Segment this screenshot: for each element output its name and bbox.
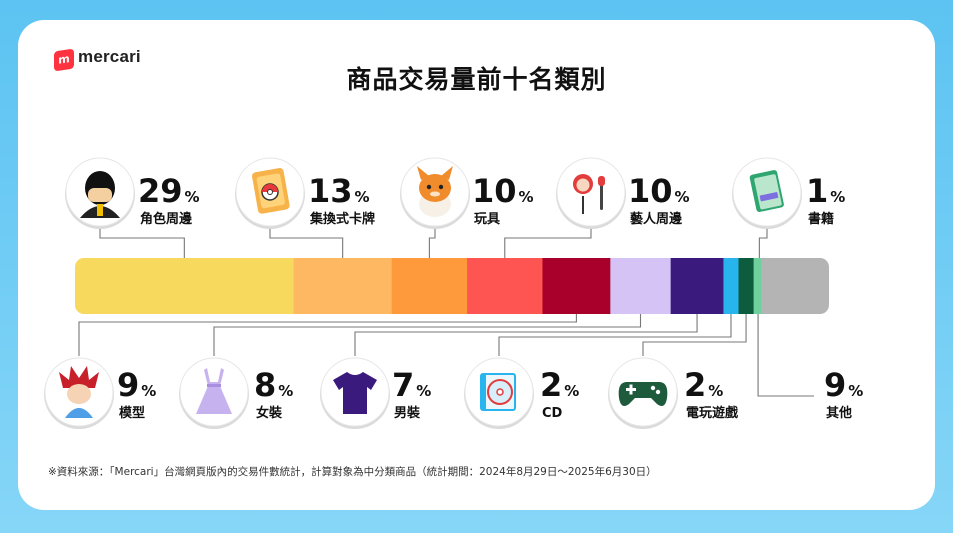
category-label-6: 女裝: [256, 405, 283, 421]
value-label-1: 29%: [138, 172, 200, 210]
value-label-7: 7%: [392, 366, 431, 404]
value-label-3: 10%: [472, 172, 534, 210]
connector-電玩遊戲: [642, 314, 747, 356]
bar-segment-6: [610, 258, 672, 314]
value-label-10: 1%: [806, 172, 845, 210]
bar-segment-9: [738, 258, 755, 314]
bar-segments: [75, 258, 829, 314]
connector-女裝: [213, 314, 642, 356]
chart-title: 商品交易量前十名類別: [346, 65, 607, 94]
category-label-10: 書籍: [808, 211, 834, 227]
value-label-9: 2%: [684, 366, 723, 404]
connector-其他: [757, 314, 814, 397]
connector-書籍: [758, 228, 768, 258]
connector-男裝: [354, 314, 698, 356]
connector-角色周邊: [99, 228, 185, 258]
model-figure-icon: [44, 357, 114, 429]
bar-segment-8: [723, 258, 740, 314]
source-footnote: ※資料來源：「Mercari」台灣網頁版內的交易件數統計，計算對象為中分類商品（…: [48, 466, 657, 478]
character-figure-icon: [65, 157, 135, 229]
bar-segment-7: [670, 258, 724, 314]
category-label-5: 模型: [119, 405, 145, 421]
category-label-4: 藝人周邊: [630, 211, 683, 227]
idol-lightstick-icon: [556, 157, 626, 229]
category-label-11: 其他: [826, 405, 852, 421]
toy-plush-icon: [400, 157, 470, 229]
category-label-3: 玩具: [474, 212, 500, 227]
mercari-logo: m mercari: [54, 47, 154, 72]
connector-CD: [498, 314, 732, 356]
bar-segment-4: [467, 258, 543, 314]
cd-disc-icon: [464, 357, 534, 429]
bar-segment-10: [753, 258, 762, 314]
value-label-2: 13%: [308, 172, 370, 210]
category-label-7: 男裝: [394, 405, 421, 421]
bar-segment-1: [75, 258, 295, 314]
book-icon: [732, 157, 802, 229]
bar-segment-5: [542, 258, 611, 314]
value-label-11: 9%: [824, 366, 863, 404]
category-label-1: 角色周邊: [140, 211, 193, 227]
value-label-4: 10%: [628, 172, 690, 210]
game-controller-icon: [608, 357, 678, 429]
bar-segment-2: [293, 258, 393, 314]
connector-集換式卡牌: [269, 228, 344, 258]
bar-segment-11: [761, 258, 829, 314]
connector-玩具: [428, 228, 436, 258]
value-label-5: 9%: [117, 366, 156, 404]
value-label-6: 8%: [254, 366, 293, 404]
category-label-9: 電玩遊戲: [686, 405, 739, 421]
trading-card-icon: [235, 157, 305, 229]
value-label-8: 2%: [540, 366, 579, 404]
category-icons: [44, 157, 802, 429]
category-label-2: 集換式卡牌: [309, 211, 375, 227]
tshirt-icon: [320, 357, 390, 429]
connector-模型: [78, 314, 577, 356]
dress-icon: [179, 357, 249, 429]
bar-segment-3: [391, 258, 468, 314]
mercari-logo-text: mercari: [78, 47, 141, 66]
connector-藝人周邊: [504, 228, 592, 258]
category-label-8: CD: [542, 406, 563, 421]
connector-lines: [78, 228, 814, 397]
